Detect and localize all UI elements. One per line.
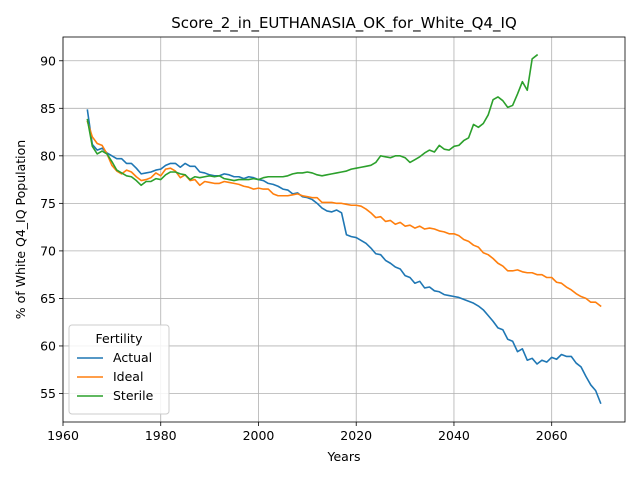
- plot-area-frame: [62, 36, 626, 423]
- x-tick-label: 2020: [340, 428, 372, 443]
- y-axis-ticks: 55 60 65 70 75 80 85 90: [40, 53, 63, 401]
- y-tick-label: 90: [40, 53, 56, 68]
- series-line-actual: [86, 109, 602, 405]
- y-tick-label: 65: [40, 291, 56, 306]
- y-tick-label: 60: [40, 338, 56, 353]
- x-axis-ticks: 1960 1980 2000 2020 2040 2060: [47, 422, 568, 443]
- x-tick-label: 2060: [536, 428, 568, 443]
- legend-title: Fertility: [96, 331, 144, 346]
- y-tick-label: 85: [40, 101, 56, 116]
- x-tick-label: 1960: [47, 428, 79, 443]
- y-tick-label: 75: [40, 196, 56, 211]
- plot-series: [86, 53, 602, 405]
- series-line-sterile: [86, 53, 539, 187]
- legend-label-ideal: Ideal: [113, 369, 143, 384]
- legend-label-sterile: Sterile: [113, 388, 154, 403]
- legend-entries: Actual Ideal Sterile: [77, 350, 154, 403]
- x-tick-label: 2040: [438, 428, 470, 443]
- series-line-ideal: [86, 120, 602, 308]
- x-tick-label: 2000: [243, 428, 275, 443]
- y-tick-label: 80: [40, 148, 56, 163]
- x-tick-label: 1980: [145, 428, 177, 443]
- x-axis-label: Years: [327, 449, 361, 464]
- y-tick-label: 55: [40, 386, 56, 401]
- legend-label-actual: Actual: [113, 350, 152, 365]
- chart-title: Score_2_in_EUTHANASIA_OK_for_White_Q4_IQ: [171, 14, 517, 33]
- legend-box: [68, 324, 170, 415]
- y-tick-label: 70: [40, 243, 56, 258]
- y-axis-label: % of White Q4_IQ Population: [13, 140, 28, 319]
- legend: Fertility Actual Ideal Sterile: [68, 324, 170, 415]
